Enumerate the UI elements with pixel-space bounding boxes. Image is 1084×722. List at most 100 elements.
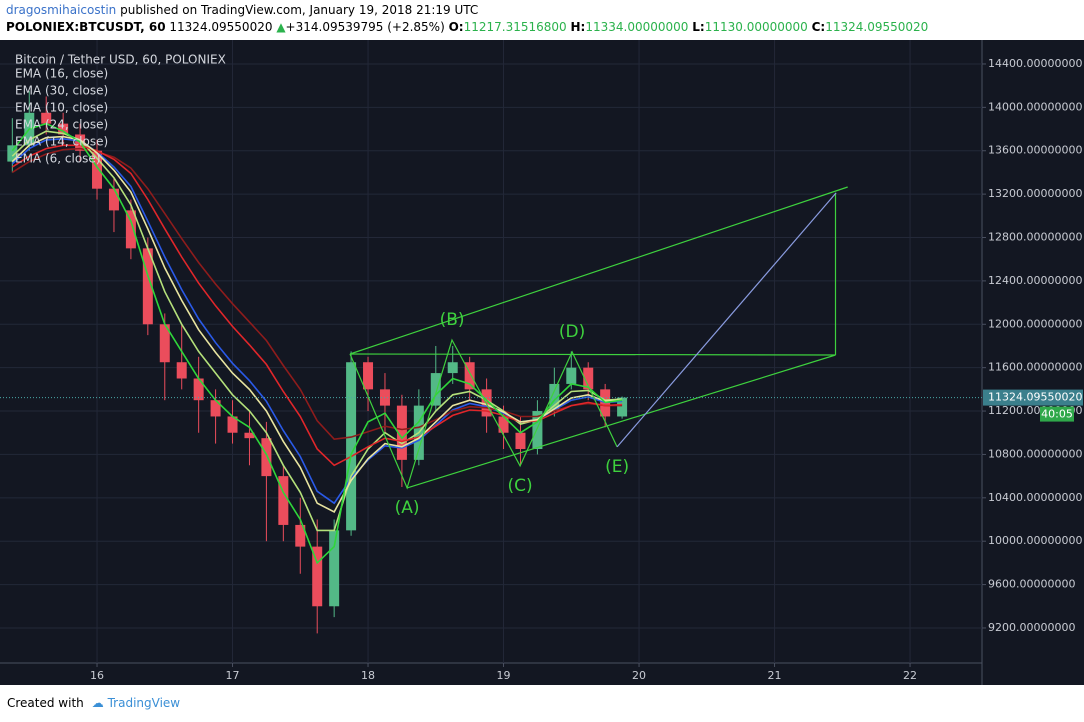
candle-body: [295, 524, 306, 547]
legend-entry: EMA (30, close): [15, 84, 108, 98]
y-tick-label: 13200.00000000: [988, 187, 1082, 200]
x-tick-label: 20: [632, 669, 646, 682]
candle-body: [312, 546, 323, 607]
candle-body: [176, 362, 187, 379]
y-tick-label: 9600.00000000: [988, 578, 1075, 591]
chart-title: Bitcoin / Tether USD, 60, POLONIEX: [15, 53, 226, 67]
drawing-line: [616, 192, 837, 448]
y-tick-label: 12800.00000000: [988, 231, 1082, 244]
last: 11324.09550020: [169, 20, 273, 34]
header-line-2: POLONIEX:BTCUSDT, 60 11324.09550020 ▲+31…: [6, 19, 1078, 36]
candle-body: [227, 416, 238, 433]
candle-body: [125, 210, 136, 249]
x-tick-label: 22: [903, 669, 917, 682]
legend-entry: EMA (14, close): [15, 135, 108, 149]
footer: Created with ☁ TradingView: [0, 685, 1084, 722]
candle-body: [329, 530, 340, 607]
change: +314.09539795 (+2.85%): [285, 20, 445, 34]
drawing-line: [349, 353, 836, 356]
y-tick-label: 10000.00000000: [988, 534, 1082, 547]
legend-entry: EMA (10, close): [15, 101, 108, 115]
y-tick-label: 13600.00000000: [988, 144, 1082, 157]
candle-body: [447, 362, 458, 374]
brand-text[interactable]: TradingView: [107, 696, 181, 710]
x-tick-label: 18: [361, 669, 375, 682]
symbol: POLONIEX:BTCUSDT, 60: [6, 20, 166, 34]
y-tick-label: 10800.00000000: [988, 447, 1082, 460]
x-tick-label: 21: [768, 669, 782, 682]
legend-entry: EMA (6, close): [15, 152, 101, 166]
header-line-1: dragosmihaicostin published on TradingVi…: [6, 2, 1078, 19]
candle-body: [363, 362, 374, 390]
candle-body: [142, 248, 153, 325]
published: published on TradingView.com, January 19…: [120, 3, 479, 17]
candle-body: [515, 432, 526, 450]
candle-body: [261, 438, 272, 477]
candle-body: [159, 324, 170, 363]
h: 11334.00000000: [585, 20, 689, 34]
ema-line: [11, 122, 623, 565]
wave-label: (D): [559, 322, 585, 342]
candle-body: [7, 145, 18, 162]
created-with: Created with: [7, 696, 84, 710]
up-arrow: ▲: [276, 20, 286, 34]
wave-label: (E): [605, 457, 629, 477]
candle-body: [346, 362, 357, 531]
header: dragosmihaicostin published on TradingVi…: [0, 0, 1084, 40]
plot-area: [0, 40, 982, 663]
candle-body: [210, 400, 221, 417]
wave-label: (B): [440, 310, 465, 330]
c: 11324.09550020: [825, 20, 929, 34]
drawing-line: [349, 186, 848, 355]
ema-line: [11, 135, 623, 513]
h-label: H:: [570, 20, 586, 34]
candle-body: [108, 188, 119, 211]
y-tick-label: 9200.00000000: [988, 621, 1075, 634]
brand[interactable]: ☁ TradingView: [91, 696, 181, 710]
last-price-label: 11324.09550020: [988, 391, 1082, 404]
candle-body: [566, 367, 577, 384]
candle-body: [41, 112, 52, 124]
wave-label: (A): [395, 498, 420, 518]
legend-entry: EMA (16, close): [15, 67, 108, 81]
candle-body: [583, 367, 594, 390]
last-price-box: [983, 389, 1083, 406]
chart: 9200.00000000 9600.00000000 10000.00000000…: [0, 40, 1084, 685]
candle-body: [498, 416, 509, 433]
y-tick-label: 10400.00000000: [988, 491, 1082, 504]
candle-body: [464, 362, 475, 390]
legend-entry: EMA (24, close): [15, 118, 108, 132]
drawing-line: [349, 338, 618, 490]
l: 11130.00000000: [704, 20, 808, 34]
o-label: O:: [448, 20, 464, 34]
l-label: L:: [692, 20, 705, 34]
candle-body: [278, 476, 289, 525]
y-tick-label: 12000.00000000: [988, 317, 1082, 330]
candle-body: [92, 150, 103, 189]
o: 11217.31516800: [463, 20, 567, 34]
x-tick-label: 19: [497, 669, 511, 682]
c-label: C:: [811, 20, 826, 34]
ema-line: [11, 130, 623, 532]
candle-body: [193, 378, 204, 401]
y-tick-label: 14400.00000000: [988, 57, 1082, 70]
y-tick-label: 12400.00000000: [988, 274, 1082, 287]
candle-body: [58, 123, 69, 135]
author[interactable]: dragosmihaicostin: [6, 3, 117, 17]
wave-label: (C): [507, 476, 532, 496]
ema-line: [11, 147, 623, 441]
candle-body: [244, 432, 255, 439]
drawing-line: [406, 354, 836, 489]
x-tick-label: 17: [226, 669, 240, 682]
y-tick-label: 14000.00000000: [988, 100, 1082, 113]
candle-body: [396, 405, 407, 460]
candle-body: [549, 383, 560, 412]
candle-body: [617, 397, 628, 417]
chart-bg: [0, 40, 1084, 685]
countdown-box: [1040, 406, 1074, 422]
candle-body: [532, 411, 543, 450]
y-tick-label: 11600.00000000: [988, 361, 1082, 374]
candle-body: [430, 373, 441, 406]
countdown: 40:05: [1041, 408, 1073, 421]
